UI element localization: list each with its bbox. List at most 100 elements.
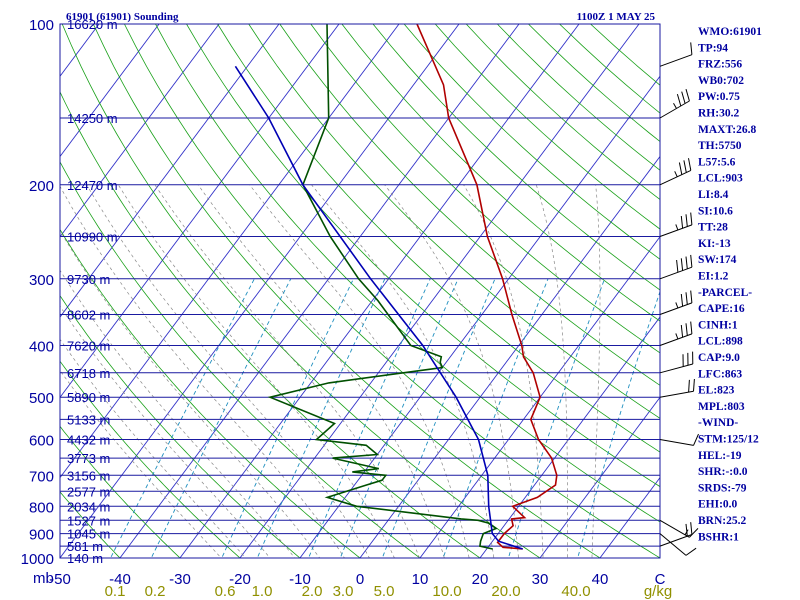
wind-barb — [659, 321, 693, 346]
mixing-ratio-labels: 0.1 0.2 0.6 1.0 2.0 3.0 5.0 10.0 20.0 40.0 g/kg — [105, 583, 673, 600]
mixing-ratio-label: 3.0 — [333, 583, 354, 600]
sounding-index: TT:28 — [698, 222, 728, 234]
isotherm-line — [599, 476, 660, 558]
moist-adiabat-line — [591, 184, 601, 558]
sounding-index: RH:30.2 — [698, 108, 739, 120]
moist-adiabat-line — [60, 229, 321, 558]
dewpoint-trace — [267, 24, 498, 550]
dry-adiabat-line — [310, 24, 660, 354]
wind-barb-flag — [685, 292, 688, 305]
wind-barb-staff — [659, 533, 687, 556]
dry-adiabat-line — [341, 24, 660, 322]
wind-barbs — [659, 42, 699, 556]
wind-barb-staff — [659, 363, 693, 374]
sounding-index: WB0:702 — [698, 75, 744, 87]
sounding-index: SI:10.6 — [698, 205, 733, 217]
dry-adiabat-line — [60, 425, 181, 558]
moist-adiabat-line — [154, 184, 420, 558]
wind-barb-staff — [659, 333, 693, 346]
sounding-index: LCL:903 — [698, 173, 743, 185]
dry-adiabat-line — [590, 24, 660, 86]
mixing-ratio-label: 20.0 — [491, 583, 520, 600]
temperature-tick-label: 0 — [356, 571, 364, 588]
wind-barb-half-flag — [674, 171, 678, 177]
temperature-tick-labels: -50 -40 -30 -20 -10 0 10 20 30 40 C — [49, 571, 665, 588]
moist-adiabat-line — [60, 185, 345, 558]
pressure-tick-label: 600 — [29, 433, 54, 450]
isotherm-line — [119, 24, 520, 558]
moist-adiabat-line — [249, 184, 470, 558]
wind-barb — [659, 42, 693, 67]
isotherm-line — [239, 24, 640, 558]
wind-barb-staff — [659, 534, 693, 547]
mixing-ratio-line — [577, 290, 660, 558]
wind-barb-flag — [680, 293, 684, 307]
mixing-ratio-line — [339, 278, 459, 558]
isotherm-line — [299, 75, 660, 558]
sounding-index: SRDS:-79 — [698, 482, 747, 494]
mixing-ratio-line — [110, 278, 255, 558]
height-label: 12470 m — [67, 178, 118, 193]
sounding-index: BRN:25.2 — [698, 515, 746, 527]
mixing-ratio-line — [150, 278, 292, 558]
sounding-traces — [234, 24, 558, 550]
pressure-tick-label: 300 — [29, 272, 54, 289]
dry-adiabat-line — [217, 24, 660, 453]
height-label: 1527 m — [67, 513, 110, 528]
wind-barb-flag — [680, 324, 684, 338]
dry-adiabat-line — [372, 24, 660, 291]
isotherm-line — [0, 12, 48, 569]
pressure-unit-label: mb — [33, 570, 54, 587]
height-label: 2034 m — [67, 499, 110, 514]
mixing-ratio-line — [507, 278, 606, 558]
pressure-tick-labels: 100 200 300 400 500 600 700 800 900 1000 — [21, 17, 54, 568]
wind-barb — [659, 290, 693, 315]
wind-barb-staff — [659, 224, 693, 237]
pressure-tick-label: 100 — [29, 17, 54, 34]
mixing-ratio-label: 10.0 — [432, 583, 461, 600]
wind-barb-flag — [678, 162, 683, 175]
wind-barb-flag — [689, 528, 699, 538]
dry-adiabat-line — [92, 24, 601, 558]
sounding-index: L57:5.6 — [698, 156, 736, 168]
pressure-tick-label: 200 — [29, 178, 54, 195]
wind-barb-flag — [685, 256, 688, 269]
temperature-tick-label: -50 — [49, 571, 71, 588]
sounding-index: EI:1.2 — [698, 271, 729, 283]
isotherm-line — [539, 396, 660, 558]
wind-barb-flag — [690, 321, 693, 334]
dry-adiabat-line — [403, 24, 660, 260]
wind-barb-half-flag — [675, 302, 679, 309]
wind-barb-staff — [659, 266, 693, 280]
pressure-tick-label: 500 — [29, 390, 54, 407]
moist-adiabat-line — [60, 338, 247, 558]
height-label: 8602 m — [67, 308, 110, 323]
height-label: 581 m — [67, 539, 103, 554]
temperature-tick-label: -40 — [109, 571, 131, 588]
moist-adiabat-line — [60, 269, 296, 558]
moist-adiabat-line — [60, 305, 271, 558]
wind-barb-flag — [676, 93, 682, 107]
wind-barb-flag — [688, 379, 690, 393]
wind-barb-staff — [659, 100, 690, 119]
wind-barb — [659, 522, 693, 547]
wind-barb — [659, 378, 695, 398]
wind-barb-half-flag — [675, 333, 679, 340]
mixing-ratio-line — [221, 278, 354, 558]
pressure-tick-label: 400 — [29, 339, 54, 356]
sounding-index: TH:5750 — [698, 140, 742, 152]
moist-adiabat-line — [535, 184, 568, 558]
wind-barb — [659, 212, 693, 237]
wind-barb — [659, 351, 694, 374]
pressure-tick-label: 800 — [29, 499, 54, 516]
dry-adiabat-line — [61, 24, 541, 558]
wind-barb-staff — [659, 302, 693, 315]
height-label: 9730 m — [67, 272, 110, 287]
wind-barb-flag — [680, 215, 684, 229]
dry-adiabat-line — [60, 491, 121, 558]
wind-barb — [659, 533, 697, 556]
sounding-index: MAXT:26.8 — [698, 124, 756, 136]
sounding-index: WMO:61901 — [698, 26, 762, 38]
sounding-index: SW:174 — [698, 254, 737, 266]
